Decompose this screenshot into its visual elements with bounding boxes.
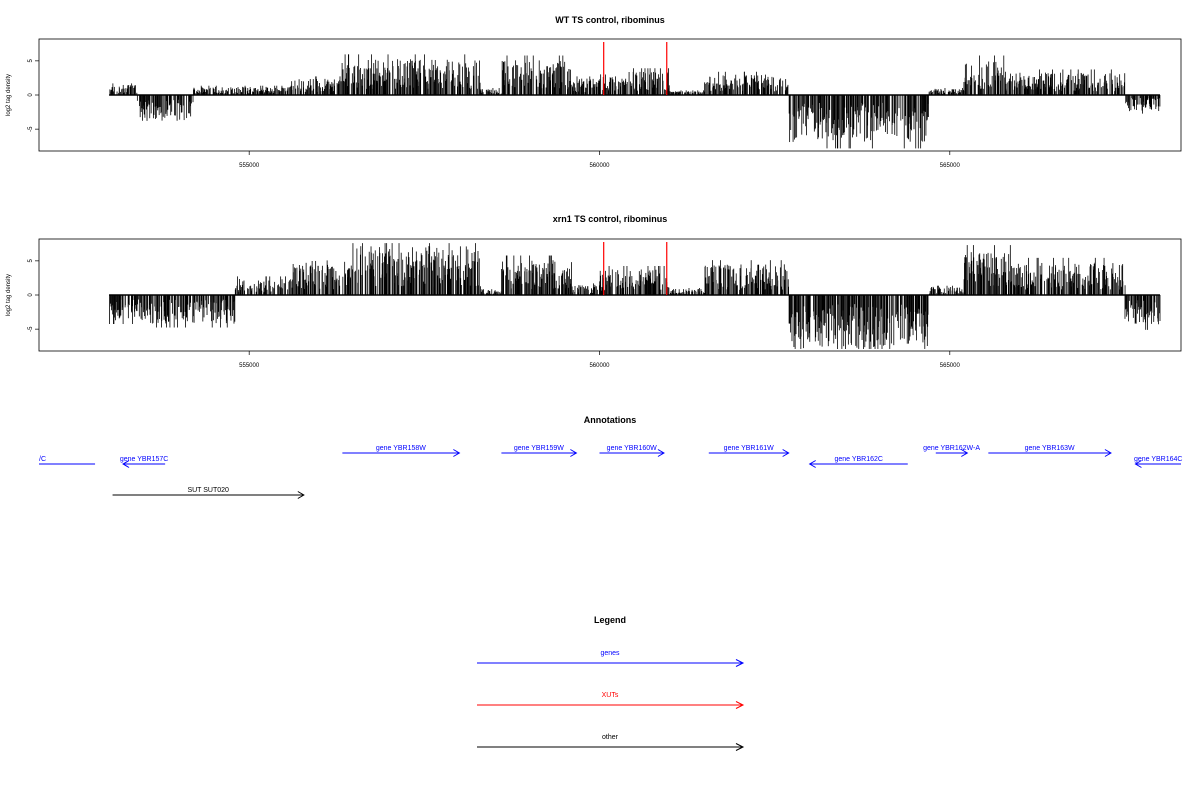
marker-lines xyxy=(603,242,668,295)
legend-items: genes XUTs other xyxy=(477,650,745,751)
annotation-feature: gene YBR162C xyxy=(808,456,908,468)
feature-label: gene YBR157C xyxy=(120,456,169,463)
x-tick-label: 555000 xyxy=(239,163,260,169)
legend-arrowhead xyxy=(735,743,745,751)
feature-arrowhead xyxy=(961,449,969,457)
annotation-feature: /C xyxy=(39,456,96,465)
feature-arrowhead xyxy=(122,460,130,468)
y-axis-label: log2 tag density xyxy=(6,74,12,116)
annotation-features: /C gene YBR157C gene YBR158W gene YBR159W ge… xyxy=(39,445,1182,499)
feature-label: gene YBR158W xyxy=(376,445,426,452)
feature-label: gene YBR161W xyxy=(724,445,774,452)
legend-item: genes xyxy=(477,650,745,667)
feature-arrowhead xyxy=(1104,449,1112,457)
x-tick-label: 555000 xyxy=(239,363,260,369)
annotation-feature: gene YBR164C xyxy=(1134,456,1183,468)
feature-label: /C xyxy=(39,456,46,463)
legend-item: other xyxy=(477,734,745,751)
legend-arrowhead xyxy=(735,659,745,667)
annotation-feature: gene YBR158W xyxy=(342,445,461,457)
legend: Legend genes XUTs other xyxy=(477,615,745,751)
feature-arrowhead xyxy=(297,491,305,499)
y-tick-label: -5 xyxy=(28,326,34,332)
density-bars xyxy=(109,54,1161,149)
feature-label: gene YBR164C xyxy=(1134,456,1183,463)
panel-title: xrn1 TS control, ribominus xyxy=(553,214,668,224)
feature-label: gene YBR160W xyxy=(607,445,657,452)
annotation-feature: gene YBR159W xyxy=(501,445,578,457)
annotations-panel: Annotations /C gene YBR157C gene YBR158W ge… xyxy=(39,415,1182,499)
annotation-feature: gene YBR161W xyxy=(708,445,790,457)
y-tick-label: 0 xyxy=(28,293,34,297)
legend-label: XUTs xyxy=(602,692,619,699)
annotation-feature: gene YBR162W-A xyxy=(923,445,980,457)
panel-title: WT TS control, ribominus xyxy=(555,15,665,25)
feature-arrowhead xyxy=(808,460,816,468)
feature-label: gene YBR163W xyxy=(1025,445,1075,452)
legend-item: XUTs xyxy=(477,692,745,709)
annotation-feature: gene YBR163W xyxy=(988,445,1112,457)
feature-arrowhead xyxy=(657,449,665,457)
feature-label: gene YBR162C xyxy=(834,456,883,463)
x-tick-label: 560000 xyxy=(589,163,610,169)
legend-title: Legend xyxy=(594,615,626,625)
feature-arrowhead xyxy=(1134,460,1142,468)
y-tick-label: 5 xyxy=(28,259,34,263)
y-axis-label: log2 tag density xyxy=(6,274,12,316)
annotation-feature: gene YBR160W xyxy=(599,445,665,457)
feature-label: SUT SUT020 xyxy=(187,487,229,494)
feature-label: gene YBR159W xyxy=(514,445,564,452)
feature-label: gene YBR162W-A xyxy=(923,445,980,452)
annotation-feature: gene YBR157C xyxy=(120,456,169,468)
x-tick-label: 560000 xyxy=(589,363,610,369)
feature-arrowhead xyxy=(782,449,790,457)
density-bars xyxy=(109,243,1161,349)
annotations-title: Annotations xyxy=(584,415,637,425)
x-tick-label: 565000 xyxy=(940,363,961,369)
x-tick-label: 565000 xyxy=(940,163,961,169)
marker-lines xyxy=(603,42,668,95)
y-tick-label: 0 xyxy=(28,93,34,97)
feature-arrowhead xyxy=(570,449,578,457)
legend-label: other xyxy=(602,734,619,741)
feature-arrowhead xyxy=(453,449,461,457)
legend-label: genes xyxy=(600,650,620,657)
y-tick-label: 5 xyxy=(28,59,34,63)
wt-density-panel: WT TS control, ribominus log2 tag densit… xyxy=(6,15,1182,169)
legend-arrowhead xyxy=(735,701,745,709)
axis-ticks: -5 0 5 555000 560000 565000 xyxy=(28,59,960,169)
axis-ticks: -5 0 5 555000 560000 565000 xyxy=(28,259,960,369)
annotation-feature: SUT SUT020 xyxy=(112,487,305,499)
xrn1-density-panel: xrn1 TS control, ribominus log2 tag dens… xyxy=(6,214,1182,369)
y-tick-label: -5 xyxy=(28,126,34,132)
